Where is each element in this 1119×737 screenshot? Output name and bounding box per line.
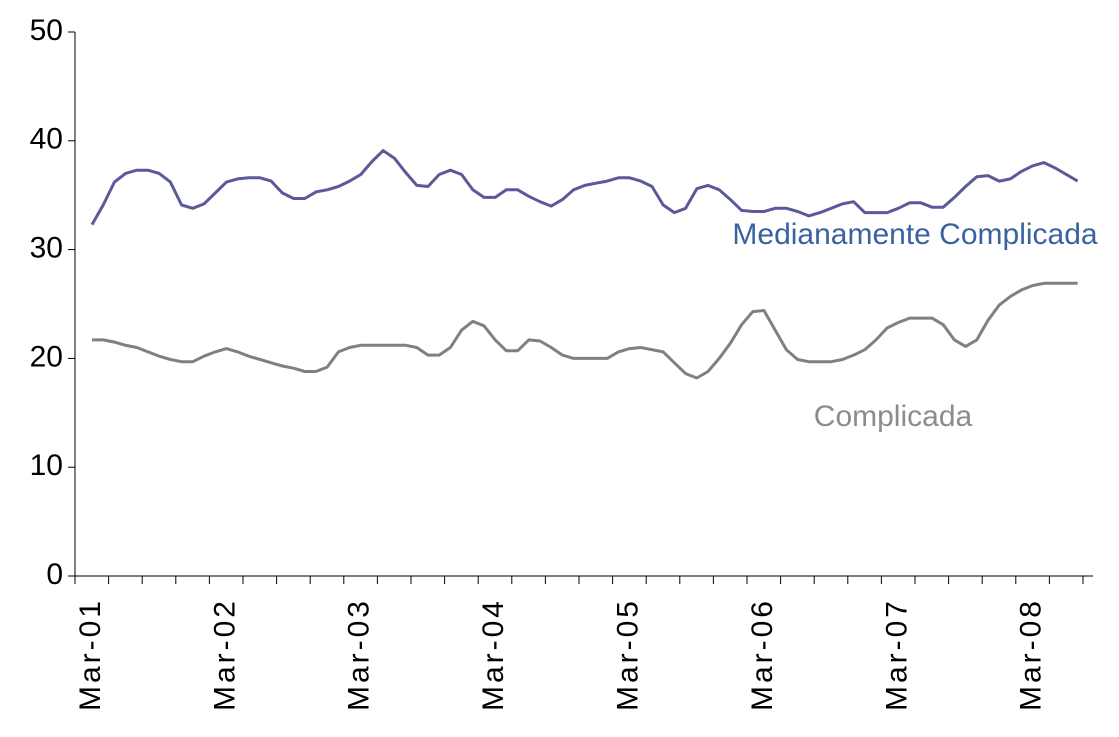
y-tick-label: 30 <box>30 232 63 265</box>
y-tick-label: 50 <box>30 14 63 47</box>
x-tick-label: Mar-07 <box>880 598 913 711</box>
y-tick-label: 10 <box>30 449 63 482</box>
y-tick-label: 40 <box>30 123 63 156</box>
series-line <box>90 149 1079 226</box>
series-label: Complicada <box>814 400 973 433</box>
x-tick-label: Mar-03 <box>343 598 376 711</box>
x-tick-label: Mar-05 <box>612 598 645 711</box>
y-tick-label: 0 <box>46 558 63 591</box>
series-label: Medianamente Complicada <box>732 218 1098 251</box>
x-tick-label: Mar-01 <box>74 598 107 711</box>
x-tick-label: Mar-02 <box>208 598 241 711</box>
y-tick-label: 20 <box>30 340 63 373</box>
series-line <box>92 281 1078 380</box>
x-tick-label: Mar-08 <box>1015 598 1048 711</box>
x-tick-label: Mar-04 <box>477 598 510 711</box>
x-tick-label: Mar-06 <box>746 598 779 711</box>
